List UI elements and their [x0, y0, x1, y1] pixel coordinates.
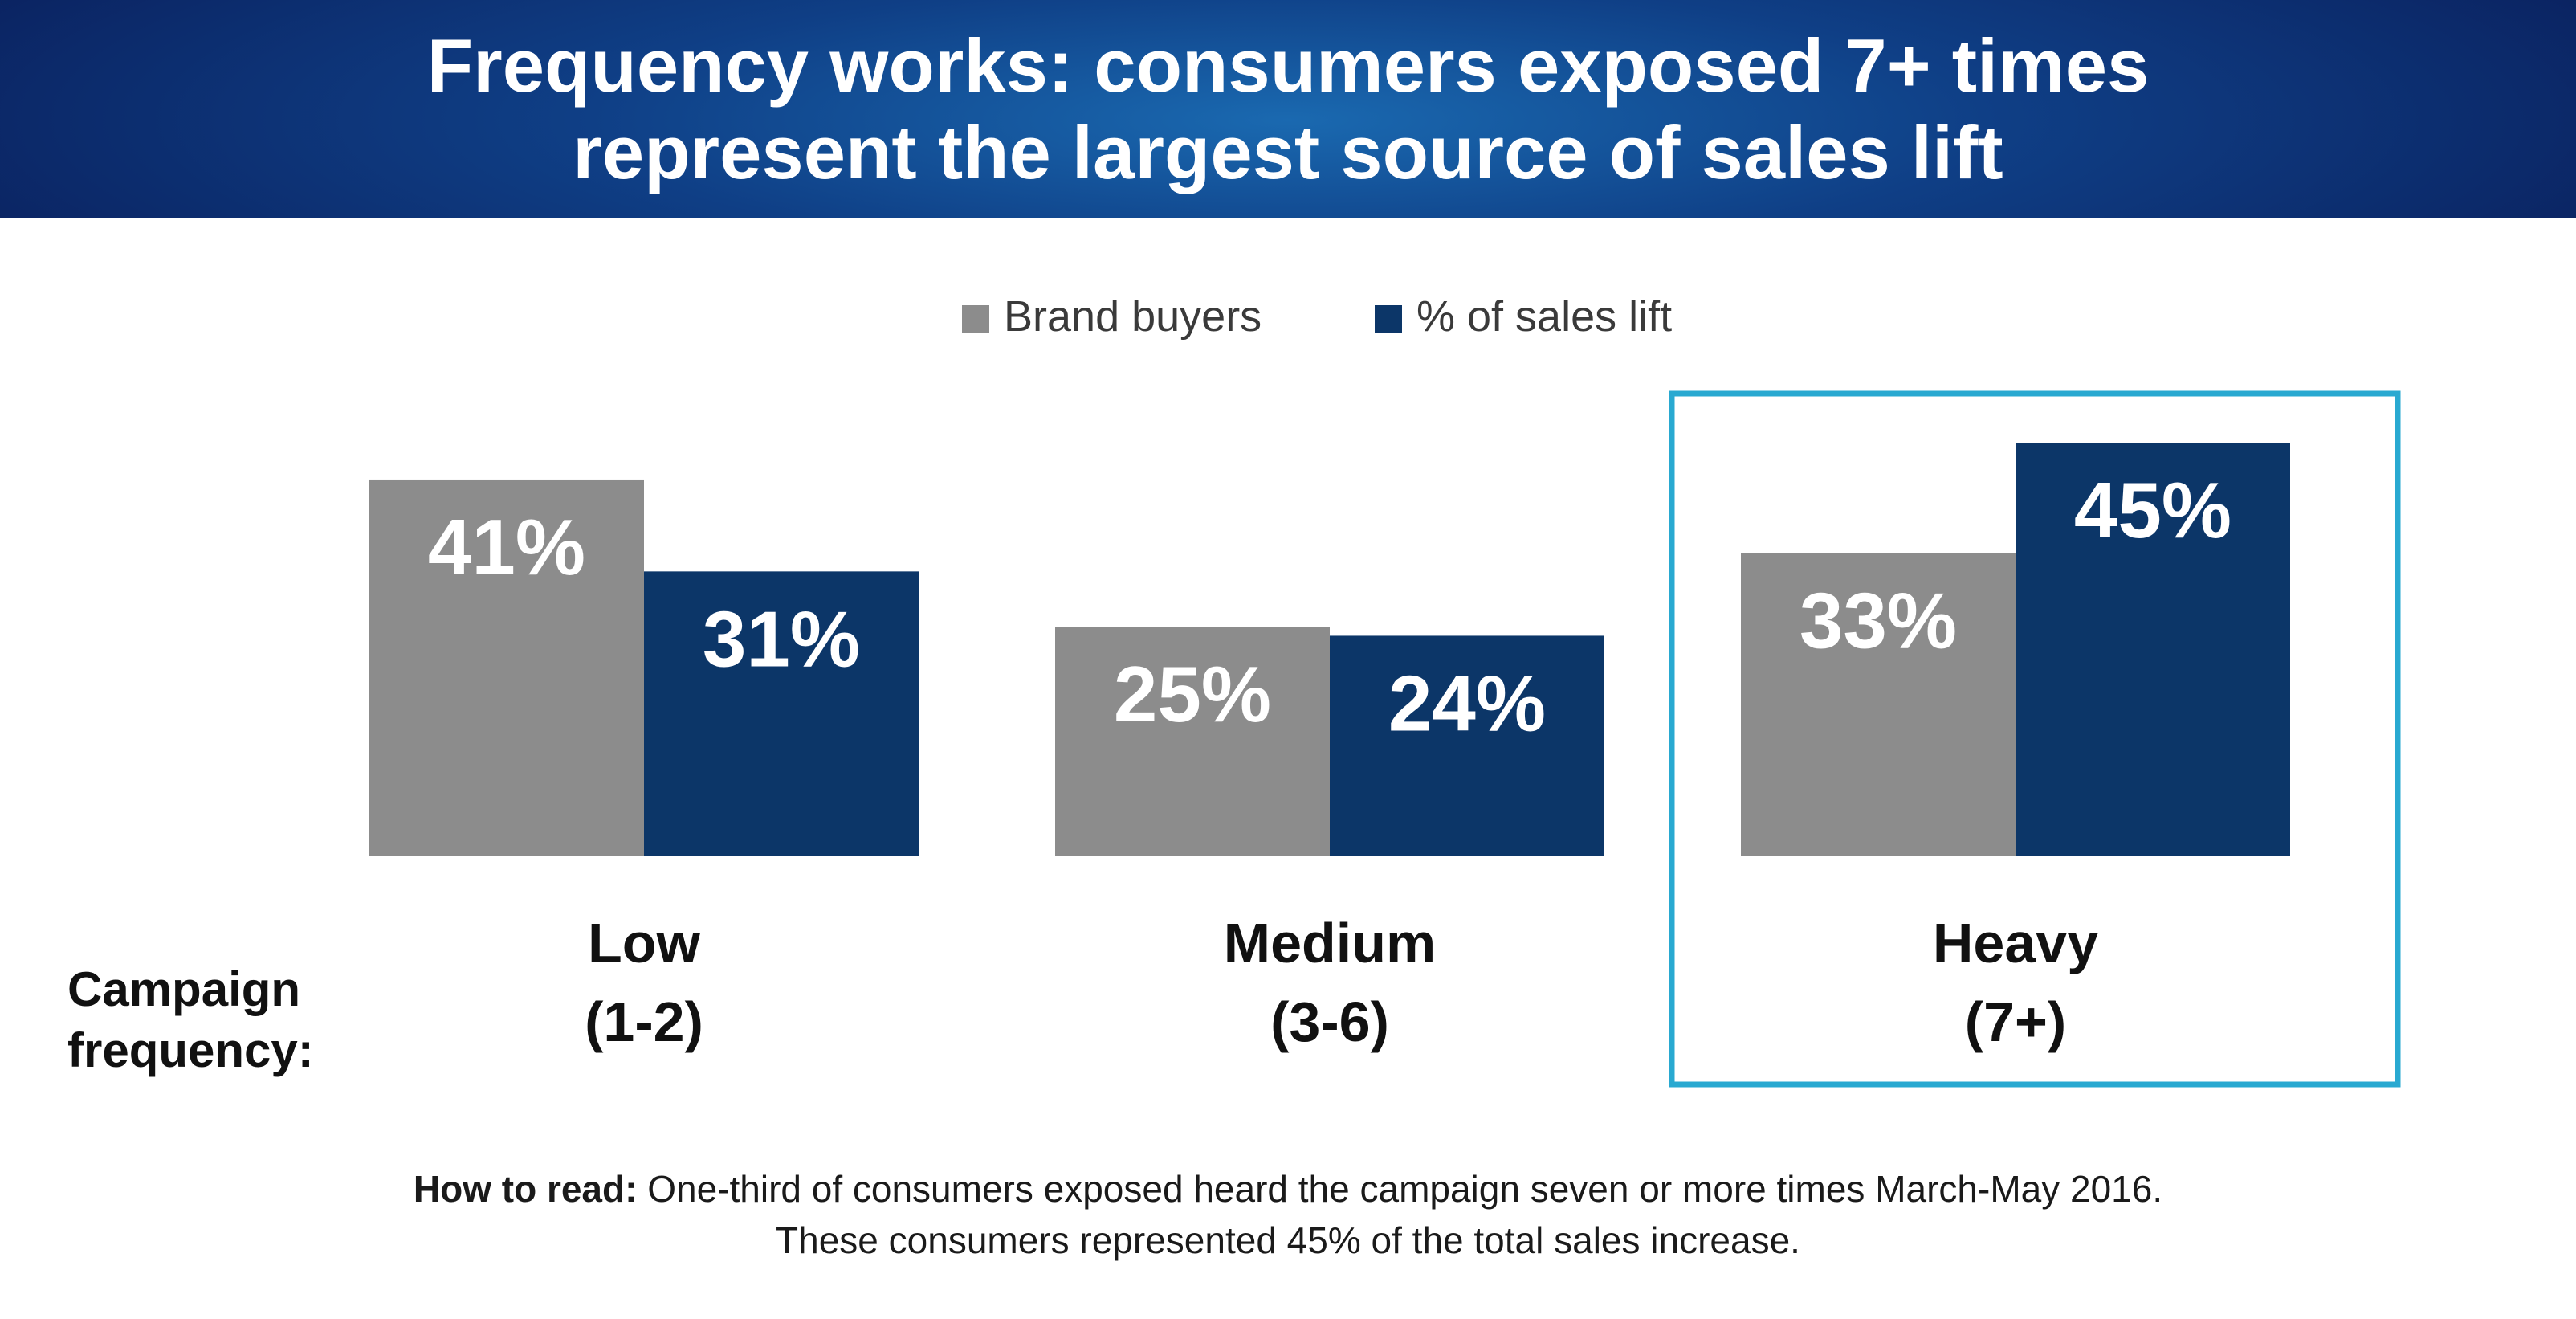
data-label-1-1: 41% — [428, 503, 585, 591]
data-label-1-2: 25% — [1114, 650, 1271, 738]
bar-1-1 — [369, 479, 644, 856]
bar-chart: Brand buyers % of sales lift 41% 25% 33% 31% 2… — [67, 292, 2401, 1088]
data-label-2-3: 45% — [2074, 466, 2232, 554]
how-to-read-text-1: One-third of consumers exposed heard the… — [637, 1168, 2163, 1210]
legend-swatch-2 — [1375, 305, 1402, 333]
category-label-3: Heavy (7+) — [1933, 912, 2098, 1053]
category-label-2: Medium (3-6) — [1224, 912, 1436, 1053]
legend-swatch-1 — [962, 305, 989, 333]
x-axis-title: Campaign frequency: — [67, 962, 314, 1077]
page-title: Frequency works: consumers exposed 7+ ti… — [0, 22, 2576, 196]
bar-1-3 — [1741, 553, 2016, 856]
how-to-read-line-2: These consumers represented 45% of the t… — [776, 1219, 1800, 1261]
highlight-box — [1669, 390, 2401, 1088]
bar-2-3 — [2016, 443, 2290, 856]
data-label-2-2: 24% — [1388, 659, 1546, 747]
category-label-1: Low (1-2) — [585, 912, 703, 1053]
bar-2-1 — [644, 571, 919, 856]
data-label-2-1: 31% — [703, 594, 860, 683]
how-to-read-label: How to read: — [413, 1168, 638, 1210]
bar-2-2 — [1330, 635, 1604, 856]
title-banner: Frequency works: consumers exposed 7+ ti… — [0, 0, 2576, 218]
title-line-2: represent the largest source of sales li… — [573, 110, 2003, 194]
how-to-read-note: How to read: One-third of consumers expo… — [0, 1163, 2576, 1266]
how-to-read-line-1: How to read: One-third of consumers expo… — [0, 1163, 2576, 1215]
legend-label-2: % of sales lift — [1416, 292, 1672, 341]
data-label-1-3: 33% — [1800, 576, 1957, 664]
title-line-1: Frequency works: consumers exposed 7+ ti… — [426, 23, 2150, 108]
bar-1-2 — [1055, 627, 1330, 856]
legend-label-1: Brand buyers — [1004, 292, 1262, 341]
